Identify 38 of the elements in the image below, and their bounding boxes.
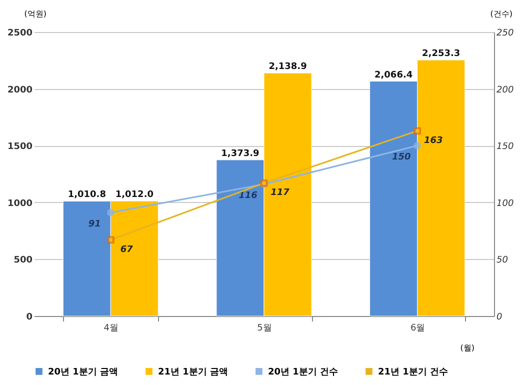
point <box>414 142 422 150</box>
y2-tick-label: 200 <box>496 85 514 96</box>
data-label: 91 <box>88 220 101 230</box>
legend-label: 20년 1분기 금액 <box>48 367 118 378</box>
data-label: 1,012.0 <box>115 190 154 200</box>
data-label: 2,066.4 <box>374 70 413 80</box>
data-label: 67 <box>120 244 134 255</box>
y-tick-label: 2500 <box>7 28 32 38</box>
x-axis-title: (월) <box>460 344 474 352</box>
data-label: 163 <box>424 136 443 146</box>
y-tick-label: 2000 <box>7 85 32 96</box>
x-tick-label: 4월 <box>104 324 119 334</box>
point <box>106 236 114 244</box>
data-label: 2,253.3 <box>422 49 460 60</box>
x-tick-label: 6월 <box>410 324 426 334</box>
y-tick-label: 1000 <box>7 198 32 209</box>
data-label: 2,138.9 <box>268 62 307 72</box>
legend-label: 21년 1분기 금액 <box>158 367 228 378</box>
y-tick-label: 500 <box>14 256 32 266</box>
data-label: 1,010.8 <box>68 190 106 200</box>
data-label: 1,373.9 <box>221 148 260 159</box>
y2-tick-label: 100 <box>496 198 514 209</box>
x-tick-label: 5월 <box>257 324 272 334</box>
y2-tick-label: 50 <box>496 256 508 266</box>
point <box>106 208 114 216</box>
data-label: 150 <box>392 152 411 163</box>
y2-tick-label: 250 <box>496 28 514 38</box>
y-tick-label: 0 <box>26 312 32 322</box>
y2-tick-label: 150 <box>496 142 514 152</box>
y2-axis-title: (건수) <box>490 10 512 18</box>
legend-label: 21년 1분기 건수 <box>378 367 448 378</box>
legend-label: 20년 1분기 건수 <box>268 367 338 378</box>
point <box>414 127 422 135</box>
data-label: 116 <box>238 191 258 202</box>
y-tick-label: 1500 <box>7 142 32 152</box>
data-label: 117 <box>270 188 290 198</box>
y-axis-title: (억원) <box>24 10 46 18</box>
y2-tick-label: 0 <box>496 312 502 322</box>
